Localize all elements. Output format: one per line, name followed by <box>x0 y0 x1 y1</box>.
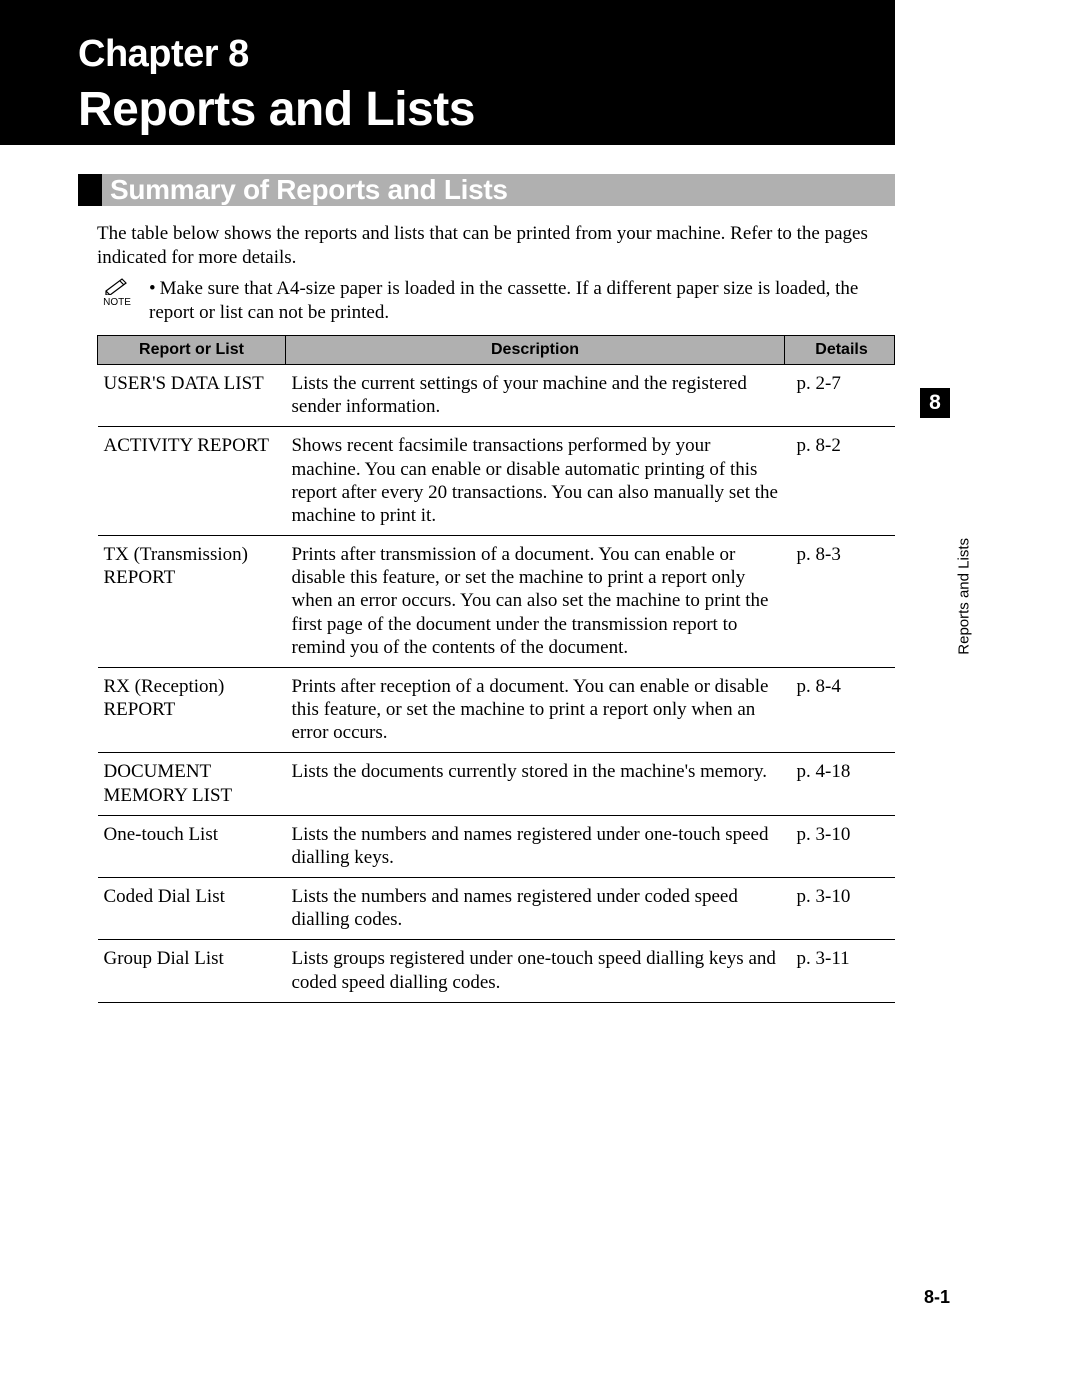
intro-paragraph: The table below shows the reports and li… <box>97 222 897 270</box>
table-row: One-touch ListLists the numbers and name… <box>98 815 895 877</box>
table-row: USER'S DATA LISTLists the current settin… <box>98 365 895 427</box>
table-header-row: Report or List Description Details <box>98 336 895 365</box>
page-number: 8-1 <box>924 1287 950 1308</box>
cell-details: p. 3-11 <box>785 940 895 1002</box>
cell-details: p. 8-2 <box>785 427 895 536</box>
note-text: •Make sure that A4-size paper is loaded … <box>149 275 897 325</box>
side-chapter-label: Reports and Lists <box>956 538 973 655</box>
side-chapter-tab: 8 <box>920 388 950 418</box>
table-row: Group Dial ListLists groups registered u… <box>98 940 895 1002</box>
cell-name: TX (Transmission) REPORT <box>98 536 286 668</box>
table-row: ACTIVITY REPORTShows recent facsimile tr… <box>98 427 895 536</box>
reports-table: Report or List Description Details USER'… <box>97 335 895 1003</box>
section-bullet <box>78 174 102 206</box>
col-report: Report or List <box>98 336 286 365</box>
cell-details: p. 2-7 <box>785 365 895 427</box>
chapter-title: Reports and Lists <box>78 76 895 137</box>
section-header: Summary of Reports and Lists <box>78 174 895 206</box>
note-label: NOTE <box>103 297 131 308</box>
table-row: DOCUMENT MEMORY LISTLists the documents … <box>98 753 895 815</box>
cell-name: Group Dial List <box>98 940 286 1002</box>
cell-name: USER'S DATA LIST <box>98 365 286 427</box>
cell-details: p. 3-10 <box>785 815 895 877</box>
table-row: TX (Transmission) REPORTPrints after tra… <box>98 536 895 668</box>
cell-details: p. 8-4 <box>785 667 895 753</box>
chapter-header: Chapter 8 Reports and Lists <box>0 0 895 145</box>
cell-description: Shows recent facsimile transactions perf… <box>286 427 785 536</box>
table-body: USER'S DATA LISTLists the current settin… <box>98 365 895 1003</box>
table-row: RX (Reception) REPORTPrints after recept… <box>98 667 895 753</box>
cell-description: Lists groups registered under one-touch … <box>286 940 785 1002</box>
cell-description: Lists the numbers and names registered u… <box>286 878 785 940</box>
table-row: Coded Dial ListLists the numbers and nam… <box>98 878 895 940</box>
cell-description: Lists the current settings of your machi… <box>286 365 785 427</box>
col-description: Description <box>286 336 785 365</box>
chapter-label: Chapter 8 <box>78 0 895 76</box>
cell-name: RX (Reception) REPORT <box>98 667 286 753</box>
cell-name: One-touch List <box>98 815 286 877</box>
cell-name: Coded Dial List <box>98 878 286 940</box>
cell-details: p. 8-3 <box>785 536 895 668</box>
note-icon-wrap: NOTE <box>97 275 137 308</box>
cell-name: DOCUMENT MEMORY LIST <box>98 753 286 815</box>
col-details: Details <box>785 336 895 365</box>
section-title: Summary of Reports and Lists <box>102 174 508 206</box>
pencil-icon <box>102 275 132 295</box>
cell-details: p. 3-10 <box>785 878 895 940</box>
cell-description: Prints after transmission of a document.… <box>286 536 785 668</box>
note-block: NOTE •Make sure that A4-size paper is lo… <box>97 275 897 325</box>
cell-description: Lists the numbers and names registered u… <box>286 815 785 877</box>
cell-description: Prints after reception of a document. Yo… <box>286 667 785 753</box>
cell-description: Lists the documents currently stored in … <box>286 753 785 815</box>
note-text-content: Make sure that A4-size paper is loaded i… <box>149 278 858 323</box>
cell-details: p. 4-18 <box>785 753 895 815</box>
note-bullet: • <box>149 278 160 299</box>
cell-name: ACTIVITY REPORT <box>98 427 286 536</box>
